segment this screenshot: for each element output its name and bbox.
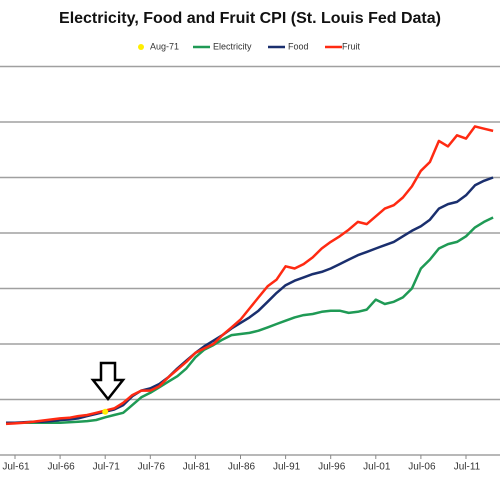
grid [0,65,500,456]
x-tick-label: Jul-01 [363,462,391,473]
legend: Aug-71 Electricity Food Fruit [138,41,360,51]
legend-label: Fruit [342,41,360,51]
x-tick-label: Jul-76 [138,462,166,473]
legend-label: Aug-71 [150,41,179,51]
x-axis: Jul-61 Jul-66 Jul-71 Jul-76 Jul-81 Jul-86 Jul-… [2,455,481,473]
x-tick-label: Jul-71 [93,462,121,473]
series-line [6,216,494,425]
x-tick-label: Jul-66 [47,462,75,473]
markers [102,408,109,415]
legend-label: Electricity [213,41,252,51]
legend-marker [138,44,144,50]
legend-label: Food [288,41,309,51]
x-tick-label: Jul-91 [273,462,301,473]
x-tick-label: Jul-96 [318,462,346,473]
plot [5,125,494,426]
chart-title: Electricity, Food and Fruit CPI (St. Lou… [59,10,441,27]
arrow-annotation [90,361,126,402]
x-tick-label: Jul-06 [408,462,436,473]
x-tick-label: Jul-61 [2,462,30,473]
point-marker [102,408,109,415]
series-line [5,125,494,426]
x-tick-label: Jul-86 [228,462,256,473]
x-tick-label: Jul-81 [183,462,211,473]
x-tick-label: Jul-11 [454,462,481,473]
